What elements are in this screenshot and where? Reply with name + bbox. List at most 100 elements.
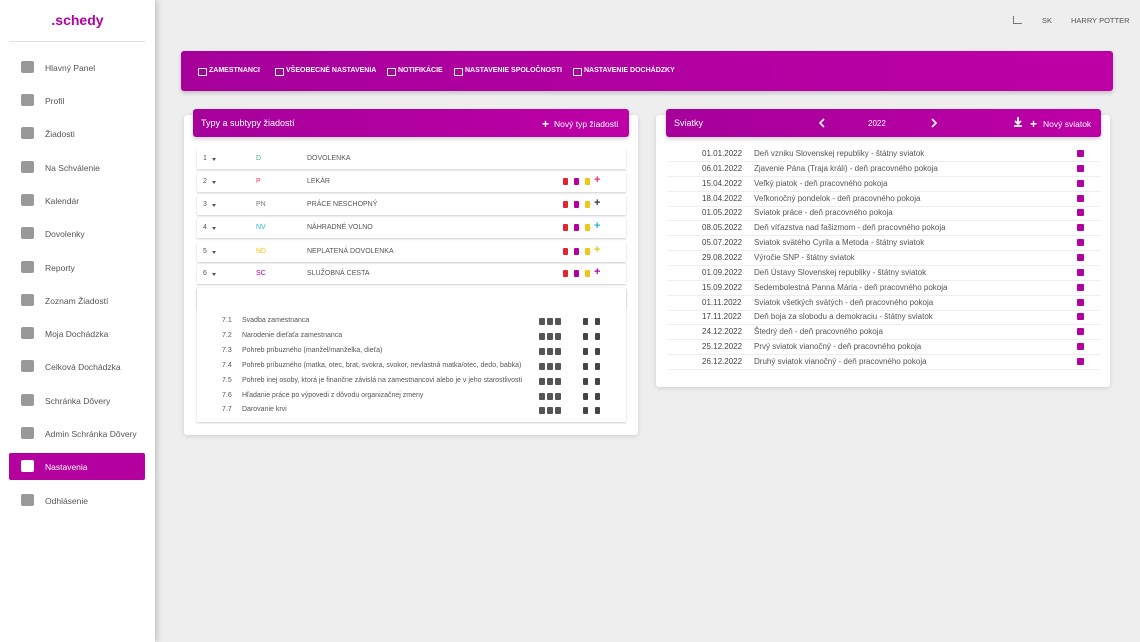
calendar-icon[interactable] [547, 392, 553, 400]
calendar-icon[interactable] [555, 318, 561, 325]
tab[interactable]: NOTIFIKÁCIE [398, 67, 443, 74]
edit-icon[interactable] [583, 362, 588, 370]
delete-icon[interactable] [574, 178, 579, 185]
delete-icon[interactable] [574, 248, 579, 255]
calendar-icon[interactable] [547, 332, 553, 340]
menu-item[interactable]: Moja Dochádzka [9, 320, 145, 347]
menu-item[interactable]: Na Schválenie [9, 154, 145, 181]
delete-icon[interactable] [1077, 313, 1084, 321]
calendar-icon[interactable] [555, 392, 561, 400]
user-name[interactable]: HARRY POTTER [1071, 16, 1130, 25]
menu-item[interactable]: Zoznam Žiadostí [9, 287, 145, 314]
edit-icon[interactable] [563, 201, 568, 208]
menu-item[interactable]: Nastavenia [9, 453, 145, 480]
menu-item[interactable]: Celková Dochádzka [9, 353, 145, 380]
edit-icon[interactable] [583, 392, 588, 400]
bulb-icon[interactable] [585, 201, 590, 208]
prev-year[interactable] [819, 118, 825, 128]
edit-icon[interactable] [583, 407, 588, 415]
delete-icon[interactable] [1077, 283, 1084, 291]
delete-icon[interactable] [595, 332, 600, 340]
delete-icon[interactable] [595, 362, 600, 370]
calendar-icon[interactable] [547, 377, 553, 385]
tab[interactable]: NASTAVENIE SPOLOČNOSTI [465, 67, 562, 74]
calendar-icon[interactable] [547, 318, 553, 325]
menu-item[interactable]: Reporty [9, 254, 145, 281]
calendar-icon[interactable] [539, 332, 545, 340]
delete-icon[interactable] [1077, 357, 1084, 365]
delete-icon[interactable] [1077, 194, 1084, 202]
next-year[interactable] [931, 118, 937, 128]
delete-icon[interactable] [595, 347, 600, 355]
add-subtype-icon[interactable]: + [594, 220, 601, 232]
menu-item[interactable]: Profil [9, 87, 145, 114]
delete-icon[interactable] [574, 224, 579, 231]
download-icon[interactable] [1013, 117, 1023, 128]
edit-icon[interactable] [583, 318, 588, 325]
menu-item[interactable]: Admin Schránka Dôvery [9, 420, 145, 447]
calendar-icon[interactable] [539, 318, 545, 325]
delete-icon[interactable] [1077, 328, 1084, 336]
tab[interactable]: VŠEOBECNÉ NASTAVENIA [286, 67, 377, 74]
calendar-icon[interactable] [547, 362, 553, 370]
calendar-icon[interactable] [539, 392, 545, 400]
expand-caret[interactable] [212, 227, 216, 232]
calendar-icon[interactable] [555, 377, 561, 385]
edit-icon[interactable] [583, 332, 588, 340]
delete-icon[interactable] [1077, 253, 1084, 261]
edit-icon[interactable] [563, 224, 568, 231]
edit-icon[interactable] [563, 248, 568, 255]
menu-item[interactable]: Schránka Dôvery [9, 387, 145, 414]
delete-icon[interactable] [1077, 179, 1084, 187]
menu-item[interactable]: Dovolenky [9, 220, 145, 247]
logo[interactable]: .schedy [51, 12, 104, 28]
calendar-icon[interactable] [539, 407, 545, 415]
add-subtype-icon[interactable]: + [594, 174, 601, 186]
add-type-button[interactable]: Nový typ žiadosti [554, 119, 619, 129]
delete-icon[interactable] [1077, 268, 1084, 276]
calendar-icon[interactable] [539, 347, 545, 355]
delete-icon[interactable] [1077, 298, 1084, 306]
delete-icon[interactable] [1077, 209, 1084, 217]
chart-icon[interactable] [1013, 16, 1022, 24]
delete-icon[interactable] [1077, 164, 1084, 172]
add-subtype-icon[interactable]: + [594, 197, 601, 209]
delete-icon[interactable] [595, 392, 600, 400]
edit-icon[interactable] [563, 178, 568, 185]
bulb-icon[interactable] [585, 178, 590, 185]
language[interactable]: SK [1042, 16, 1053, 25]
edit-icon[interactable] [583, 377, 588, 385]
menu-item[interactable]: Hlavný Panel [9, 54, 145, 81]
calendar-icon[interactable] [555, 332, 561, 340]
delete-icon[interactable] [595, 318, 600, 325]
menu-item[interactable]: Odhlásenie [9, 487, 145, 514]
delete-icon[interactable] [1077, 150, 1084, 157]
edit-icon[interactable] [563, 270, 568, 277]
calendar-icon[interactable] [555, 407, 561, 415]
delete-icon[interactable] [1077, 224, 1084, 232]
add-subtype-icon[interactable]: + [594, 266, 601, 278]
add-holiday-button[interactable]: Nový sviatok [1043, 119, 1092, 129]
expand-caret[interactable] [212, 204, 216, 209]
calendar-icon[interactable] [547, 347, 553, 355]
expand-caret[interactable] [212, 273, 216, 278]
bulb-icon[interactable] [585, 224, 590, 231]
calendar-icon[interactable] [539, 362, 545, 370]
delete-icon[interactable] [574, 270, 579, 277]
menu-item[interactable]: Žiadosti [9, 120, 145, 147]
menu-item[interactable]: Kalendár [9, 187, 145, 214]
delete-icon[interactable] [574, 201, 579, 208]
add-subtype-icon[interactable]: + [594, 244, 601, 256]
tab[interactable]: NASTAVENIE DOCHÁDZKY [584, 67, 675, 74]
delete-icon[interactable] [1077, 343, 1084, 351]
expand-caret[interactable] [212, 158, 216, 163]
calendar-icon[interactable] [555, 362, 561, 370]
edit-icon[interactable] [583, 347, 588, 355]
expand-caret[interactable] [212, 181, 216, 186]
calendar-icon[interactable] [555, 347, 561, 355]
expand-caret[interactable] [212, 251, 216, 256]
delete-icon[interactable] [595, 407, 600, 415]
tab[interactable]: ZAMESTNANCI [209, 67, 260, 74]
bulb-icon[interactable] [585, 270, 590, 277]
delete-icon[interactable] [595, 377, 600, 385]
